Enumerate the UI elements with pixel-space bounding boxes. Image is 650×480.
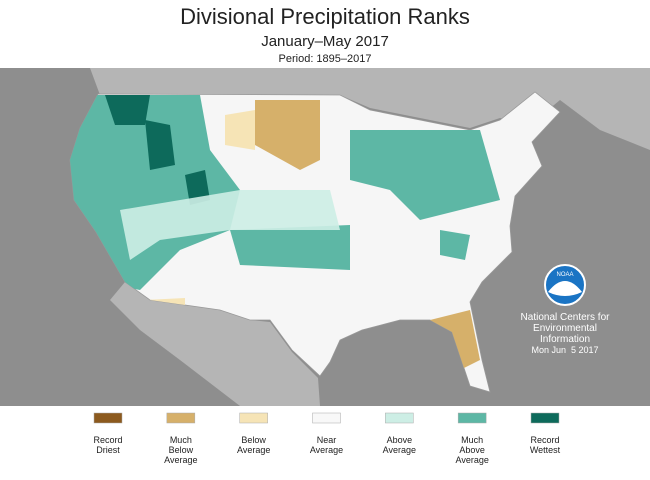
- nd-dry: [255, 100, 320, 170]
- mexico: [110, 282, 320, 406]
- legend-label: Below: [241, 435, 266, 445]
- legend-label: Driest: [96, 445, 120, 455]
- legend-label: Average: [383, 445, 416, 455]
- title: Divisional Precipitation Ranks: [180, 4, 470, 29]
- legend-swatch: [166, 412, 196, 424]
- legend-label: Much: [170, 435, 192, 445]
- division-shading: [70, 95, 500, 370]
- credit-date: Mon Jun 5 2017: [531, 345, 598, 355]
- legend-swatch: [239, 412, 268, 424]
- credit-line: Information: [540, 334, 590, 345]
- legend-swatch: [530, 412, 560, 424]
- logo-text: NOAA: [556, 272, 573, 278]
- va-wet: [440, 230, 470, 260]
- subtitle: January–May 2017: [261, 33, 389, 50]
- plains-wet: [230, 225, 350, 270]
- legend-label: Record: [530, 435, 559, 445]
- lakes-wet: [350, 130, 500, 220]
- mt-below: [225, 110, 255, 150]
- credit-line: National Centers for: [521, 312, 611, 323]
- wa-wettest: [105, 95, 150, 125]
- legend-swatch: [312, 412, 341, 424]
- legend-label: Above: [459, 445, 485, 455]
- legend-label: Average: [164, 455, 197, 465]
- central-above: [120, 190, 340, 260]
- credit-line: Environmental: [533, 323, 597, 334]
- legend-label: Much: [461, 435, 483, 445]
- legend-label: Record: [93, 435, 122, 445]
- legend-label: Average: [237, 445, 270, 455]
- legend-swatch: [93, 412, 123, 424]
- credit: National Centers forEnvironmentalInforma…: [521, 312, 611, 355]
- legend-swatch: [457, 412, 487, 424]
- legend-label: Wettest: [530, 445, 561, 455]
- legend-swatch: [385, 412, 414, 424]
- id-wettest: [145, 120, 175, 170]
- legend-label: Average: [310, 445, 343, 455]
- period: Period: 1895–2017: [279, 53, 372, 65]
- legend-label: Average: [455, 455, 488, 465]
- legend-label: Near: [317, 435, 337, 445]
- legend-label: Below: [169, 445, 194, 455]
- fl-dry: [430, 310, 480, 370]
- west-wet: [70, 95, 240, 290]
- canada: [90, 68, 650, 150]
- legend: RecordDriestMuchBelowAverageBelowAverage…: [93, 412, 561, 465]
- legend-label: Above: [387, 435, 413, 445]
- logo-gull: [548, 281, 582, 296]
